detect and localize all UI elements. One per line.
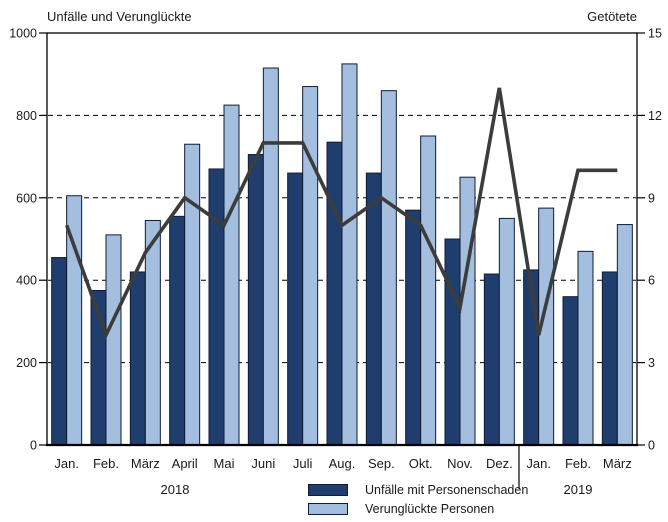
x-axis-label: März: [131, 456, 160, 471]
x-axis-label: Juli: [293, 456, 313, 471]
left-axis-tick-label: 400: [16, 274, 37, 288]
right-axis-tick-label: 9: [648, 191, 655, 205]
bar-casualties: [380, 90, 397, 446]
bar-casualties: [302, 86, 319, 446]
bar-casualties: [341, 63, 358, 446]
killed-line: [65, 87, 618, 340]
x-axis-label: Dez.: [486, 456, 513, 471]
x-axis-label: Jan.: [54, 456, 79, 471]
right-axis-title: Getötete: [587, 9, 637, 24]
right-axis-tick-label: 0: [648, 439, 655, 453]
x-axis-label: Feb.: [565, 456, 591, 471]
accidents-legend-label: Unfälle mit Personenschaden: [365, 483, 529, 497]
bar-accidents: [208, 168, 225, 446]
x-axis-label: Okt.: [409, 456, 433, 471]
year-label: 2019: [564, 482, 593, 497]
bar-casualties: [105, 234, 122, 446]
bar-accidents: [562, 296, 579, 446]
bar-casualties: [420, 135, 437, 446]
left-axis-tick-label: 200: [16, 356, 37, 370]
bar-accidents: [444, 238, 461, 446]
right-axis-tick-label: 12: [648, 109, 662, 123]
right-axis-tick-label: 15: [648, 27, 662, 41]
bar-accidents: [287, 172, 304, 446]
x-axis-label: Juni: [251, 456, 275, 471]
x-axis-label: Jan.: [526, 456, 551, 471]
casualties-legend-swatch: [308, 503, 348, 515]
bar-accidents: [247, 154, 264, 446]
x-axis-label: April: [172, 456, 198, 471]
legend-item-accidents: Unfälle mit Personenschaden: [308, 484, 528, 496]
bar-casualties: [616, 224, 633, 446]
bar-casualties: [223, 104, 240, 446]
chart-legend: Unfälle mit Personenschaden Verunglückte…: [308, 484, 528, 522]
left-axis-tick-label: 1000: [9, 27, 37, 41]
x-axis-label: Sep.: [368, 456, 395, 471]
year-label: 2018: [161, 482, 190, 497]
left-axis-tick-label: 800: [16, 109, 37, 123]
left-axis-title: Unfälle und Verunglückte: [47, 9, 192, 24]
bar-casualties: [144, 219, 161, 446]
bar-accidents: [365, 172, 382, 446]
bar-accidents: [483, 273, 500, 446]
x-axis-label: Aug.: [329, 456, 356, 471]
bar-accidents: [601, 271, 618, 446]
x-axis-label: Feb.: [93, 456, 119, 471]
right-axis-tick-label: 3: [648, 356, 655, 370]
left-axis-tick-label: 0: [30, 439, 37, 453]
bar-casualties: [459, 176, 476, 446]
accidents-legend-swatch: [308, 484, 348, 496]
bar-casualties: [184, 143, 201, 446]
bar-casualties: [577, 250, 594, 446]
right-axis-tick-label: 6: [648, 274, 655, 288]
bar-accidents: [169, 215, 186, 446]
x-axis-label: März: [603, 456, 632, 471]
bar-accidents: [326, 141, 343, 446]
bar-casualties: [262, 67, 279, 446]
left-axis-tick-label: 600: [16, 191, 37, 205]
legend-item-casualties: Verunglückte Personen: [308, 503, 528, 515]
bar-casualties: [498, 217, 515, 446]
bar-accidents: [129, 271, 146, 446]
bar-accidents: [405, 209, 422, 446]
casualties-legend-label: Verunglückte Personen: [365, 502, 495, 516]
bar-accidents: [51, 257, 68, 446]
x-axis-label: Nov.: [447, 456, 473, 471]
x-axis-label: Mai: [214, 456, 235, 471]
